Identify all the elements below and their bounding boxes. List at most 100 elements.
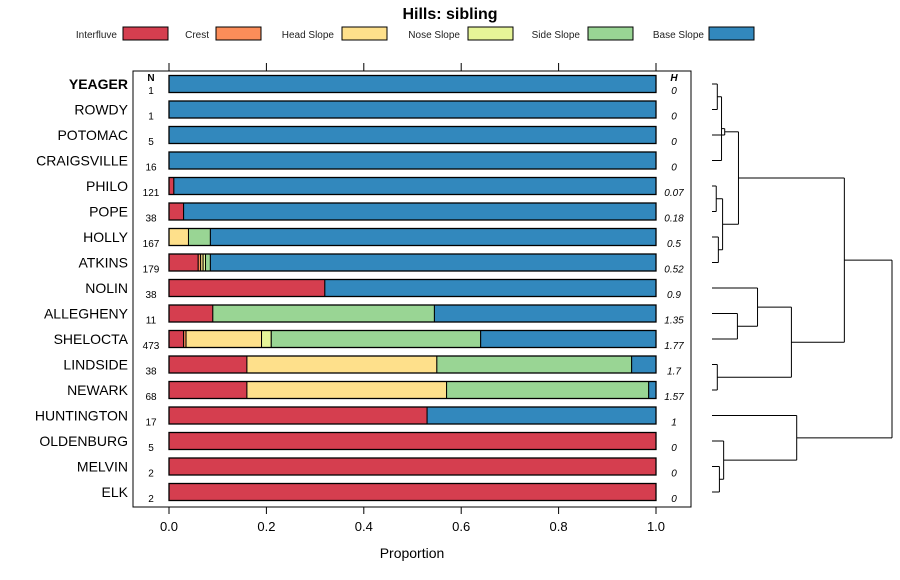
legend-swatch-base-slope xyxy=(708,26,755,41)
x-tick-label-2: 0.4 xyxy=(355,519,373,534)
bar-holly-base-slope xyxy=(209,228,657,246)
bar-outline-potomac xyxy=(168,125,657,145)
legend-swatch-interfluve xyxy=(122,26,169,41)
legend-swatch-side-slope xyxy=(587,26,634,41)
bar-oldenburg-interfluve xyxy=(168,432,657,450)
n-value-huntington: 17 xyxy=(145,418,157,429)
bar-rowdy-base-slope xyxy=(168,100,657,119)
bar-allegheny-interfluve xyxy=(168,304,214,323)
bar-elk-interfluve xyxy=(168,483,657,501)
bar-outline-holly xyxy=(168,227,657,247)
bar-allegheny-side-slope xyxy=(212,304,435,323)
n-value-yeager: 1 xyxy=(148,86,154,97)
bar-melvin-interfluve xyxy=(168,457,657,476)
bar-outline-newark xyxy=(168,380,657,400)
bar-lindside-base-slope xyxy=(631,355,657,374)
row-label-allegheny: ALLEGHENY xyxy=(44,306,129,322)
dendrogram xyxy=(712,83,893,493)
bar-shelocta-side-slope xyxy=(270,330,482,348)
legend-label-side-slope: Side Slope xyxy=(532,30,581,41)
row-label-nolin: NOLIN xyxy=(85,280,128,296)
legend-swatch-head-slope xyxy=(341,26,388,41)
x-tick-label-4: 0.8 xyxy=(550,519,568,534)
x-tick-label-1: 0.2 xyxy=(257,519,275,534)
h-value-atkins: 0.52 xyxy=(664,265,684,276)
h-value-huntington: 1 xyxy=(671,418,677,429)
h-value-shelocta: 1.77 xyxy=(664,341,684,352)
bar-shelocta-head-slope xyxy=(185,330,263,348)
row-label-rowdy: ROWDY xyxy=(74,102,128,118)
row-label-elk: ELK xyxy=(102,484,129,500)
bar-atkins-base-slope xyxy=(209,253,657,272)
bar-outline-allegheny xyxy=(168,304,657,323)
h-value-lindside: 1.7 xyxy=(667,367,681,378)
n-value-nolin: 38 xyxy=(145,290,157,301)
h-column-header: H xyxy=(670,73,678,84)
bar-atkins-side-slope xyxy=(205,253,211,272)
bar-pope-interfluve xyxy=(168,202,185,221)
bar-holly-head-slope xyxy=(168,228,189,246)
h-value-oldenburg: 0 xyxy=(671,443,677,454)
x-tick-label-3: 0.6 xyxy=(452,519,470,534)
row-label-melvin: MELVIN xyxy=(77,459,128,475)
h-value-philo: 0.07 xyxy=(664,188,684,199)
n-value-potomac: 5 xyxy=(148,137,154,148)
bar-newark-base-slope xyxy=(648,381,657,399)
row-label-philo: PHILO xyxy=(86,178,128,194)
n-column-header: N xyxy=(147,73,154,84)
h-value-allegheny: 1.35 xyxy=(664,316,684,327)
x-axis: 0.0 0.2 0.4 0.6 0.8 1.0 xyxy=(160,507,665,534)
row-label-newark: NEWARK xyxy=(67,382,129,398)
row-label-pope: POPE xyxy=(89,204,128,220)
bar-outline-lindside xyxy=(168,355,657,374)
x-tick-label-5: 1.0 xyxy=(647,519,665,534)
bar-philo-interfluve xyxy=(168,177,175,195)
h-value-newark: 1.57 xyxy=(664,392,684,403)
bar-lindside-head-slope xyxy=(246,355,438,374)
bar-outline-oldenburg xyxy=(168,431,657,451)
n-value-shelocta: 473 xyxy=(143,341,160,352)
x-axis-title: Proportion xyxy=(380,545,445,561)
legend-label-interfluve: Interfluve xyxy=(76,30,118,41)
chart-title: Hills: sibling xyxy=(402,6,497,23)
row-label-atkins: ATKINS xyxy=(78,255,128,271)
top-axis-ticks xyxy=(168,63,657,71)
n-value-philo: 121 xyxy=(143,188,160,199)
legend-swatch-nose-slope xyxy=(467,26,514,41)
bar-huntington-interfluve xyxy=(168,406,428,425)
bar-huntington-base-slope xyxy=(426,406,657,425)
bar-yeager-base-slope xyxy=(168,75,657,93)
bar-outline-philo xyxy=(168,176,657,196)
bar-shelocta-interfluve xyxy=(168,330,185,348)
n-value-rowdy: 1 xyxy=(148,112,154,123)
bar-nolin-base-slope xyxy=(324,279,657,297)
n-value-atkins: 179 xyxy=(143,265,160,276)
bar-outline-elk xyxy=(168,482,657,502)
h-value-melvin: 0 xyxy=(671,469,677,480)
n-value-newark: 68 xyxy=(145,392,157,403)
row-label-yeager: YEAGER xyxy=(69,76,128,92)
bar-shelocta-base-slope xyxy=(480,330,657,348)
bar-newark-side-slope xyxy=(446,381,650,399)
bar-holly-side-slope xyxy=(187,228,211,246)
bar-shelocta-nose-slope xyxy=(261,330,272,348)
h-values: 0 0 0 0 0.07 0.18 0.5 0.52 0.9 1.35 1.77 1.7 1.57 1 0 0… xyxy=(664,86,684,505)
bar-outline-huntington xyxy=(168,406,657,425)
h-value-pope: 0.18 xyxy=(664,214,684,225)
h-value-potomac: 0 xyxy=(671,137,677,148)
bar-nolin-interfluve xyxy=(168,279,326,297)
plot-frame xyxy=(132,70,692,508)
n-value-holly: 167 xyxy=(143,239,160,250)
row-label-craigsville: CRAIGSVILLE xyxy=(36,153,128,169)
bar-atkins-interfluve xyxy=(168,253,199,272)
row-label-lindside: LINDSIDE xyxy=(63,357,128,373)
bar-outline-pope xyxy=(168,202,657,221)
bar-outline-craigsville xyxy=(168,151,657,170)
row-label-holly: HOLLY xyxy=(83,229,129,245)
bars-group xyxy=(168,74,657,502)
n-value-allegheny: 11 xyxy=(146,316,157,327)
h-value-craigsville: 0 xyxy=(671,163,677,174)
